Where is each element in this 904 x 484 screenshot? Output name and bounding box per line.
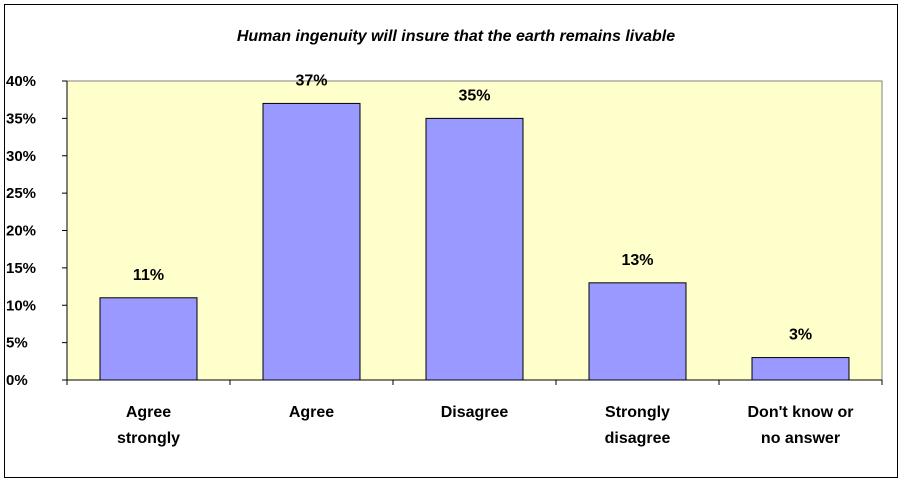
data-labels: 11% 37% 35% 13% 3% — [133, 72, 812, 343]
x-category-label: Strongly — [605, 404, 670, 421]
x-axis: Agree strongly Agree Disagree Strongly disagr… — [66, 379, 883, 447]
y-tick-label: 25% — [6, 185, 36, 202]
data-label: 35% — [458, 87, 490, 104]
y-tick-label: 20% — [6, 223, 36, 240]
bar — [425, 117, 524, 381]
bar — [99, 297, 198, 381]
data-label: 11% — [133, 267, 164, 284]
bar — [751, 357, 850, 381]
y-tick-label: 30% — [6, 148, 36, 165]
y-tick-label: 0% — [6, 372, 28, 389]
chart-title: Human ingenuity will insure that the ear… — [237, 28, 675, 45]
bar — [588, 282, 687, 381]
data-label: 37% — [295, 72, 327, 89]
y-tick-label: 35% — [6, 110, 36, 127]
x-category-label: strongly — [117, 430, 180, 447]
bars — [99, 102, 850, 381]
y-tick-label: 15% — [6, 260, 36, 277]
y-tick-label: 10% — [6, 297, 36, 314]
bar — [262, 102, 361, 381]
x-category-label: no answer — [761, 430, 840, 447]
data-label: 3% — [789, 327, 812, 344]
x-category-label: disagree — [605, 430, 671, 447]
data-label: 13% — [621, 252, 653, 269]
x-category-label: Don't know or — [747, 404, 853, 421]
y-tick-label: 40% — [6, 73, 36, 90]
x-category-label: Agree — [289, 404, 334, 421]
x-category-label: Disagree — [441, 404, 509, 421]
y-tick-label: 5% — [6, 335, 28, 352]
x-category-label: Agree — [126, 404, 171, 421]
y-axis: 0% 5% 10% 15% 20% 25% 30% 35% 40% — [6, 73, 68, 389]
